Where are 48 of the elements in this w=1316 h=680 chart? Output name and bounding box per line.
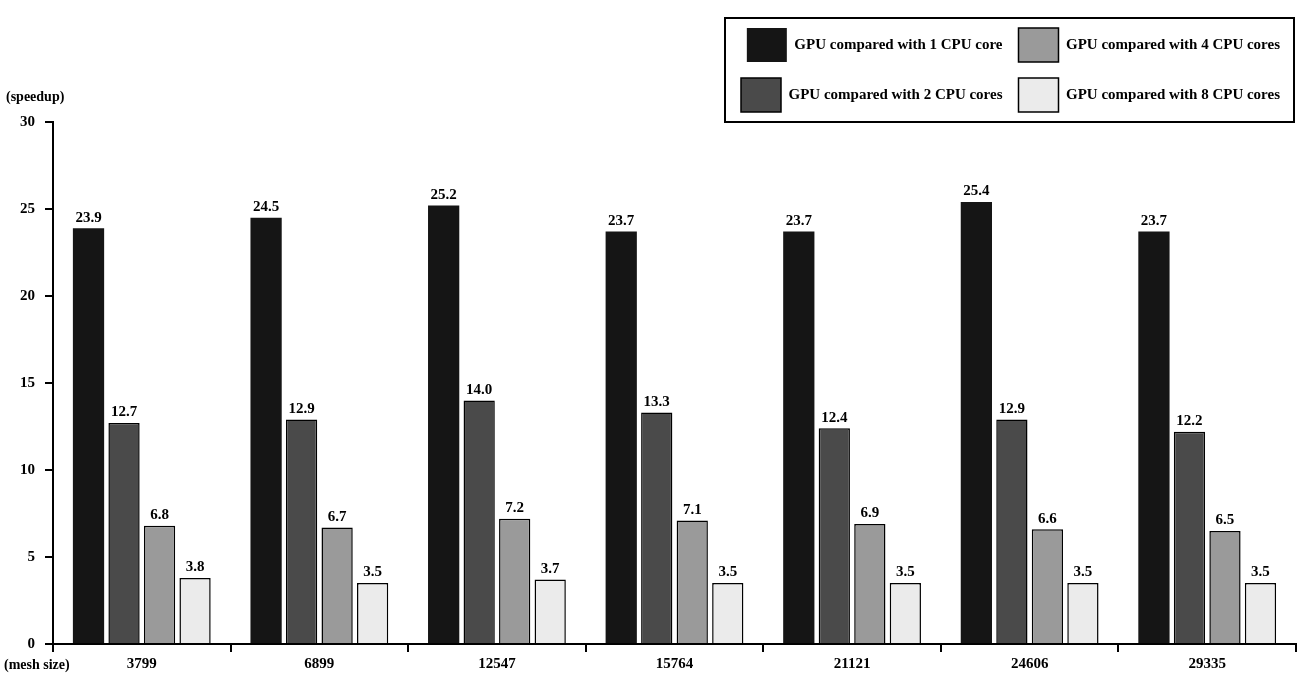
data-label: 6.9 — [860, 504, 880, 521]
x-tick-label: 12547 — [478, 654, 517, 671]
y-tick-label: 20 — [20, 286, 35, 303]
x-tick-label: 21121 — [833, 654, 871, 671]
data-label: 23.9 — [75, 208, 102, 225]
y-tick-label: 30 — [20, 112, 35, 129]
x-tick-label: 15764 — [655, 654, 694, 671]
y-tick-label: 0 — [27, 634, 35, 651]
data-label: 7.2 — [505, 499, 525, 516]
legend-label: GPU compared with 8 CPU cores — [1066, 85, 1281, 102]
data-label: 12.2 — [1176, 412, 1203, 429]
data-label: 6.8 — [150, 506, 169, 523]
legend-label: GPU compared with 2 CPU cores — [788, 85, 1003, 102]
data-label: 3.7 — [540, 559, 561, 576]
data-label: 6.5 — [1215, 511, 1235, 528]
data-label: 14.0 — [466, 380, 493, 397]
legend-label: GPU compared with 4 CPU cores — [1066, 35, 1281, 52]
data-label: 13.3 — [643, 392, 670, 409]
data-label: 23.7 — [1140, 211, 1168, 228]
data-label: 6.6 — [1038, 509, 1058, 526]
data-label: 12.7 — [110, 403, 138, 420]
data-label: 25.4 — [963, 182, 990, 199]
data-label: 23.7 — [608, 211, 635, 228]
data-label: 12.9 — [998, 399, 1026, 416]
y-axis-title: (speedup) — [6, 88, 65, 105]
data-label: 12.4 — [821, 408, 848, 425]
data-label: 3.5 — [895, 563, 915, 580]
x-tick-label: 29335 — [1188, 654, 1226, 671]
data-label: 3.8 — [185, 558, 205, 575]
data-label: 12.9 — [288, 399, 315, 416]
y-tick-label: 5 — [27, 547, 35, 564]
data-label: 7.1 — [682, 500, 702, 517]
data-label: 24.5 — [252, 198, 280, 215]
data-label: 25.2 — [430, 185, 457, 202]
x-tick-label: 24606 — [1010, 654, 1049, 671]
x-axis-title: (mesh size) — [4, 656, 71, 673]
y-tick-label: 10 — [20, 460, 35, 477]
data-label: 23.7 — [785, 211, 813, 228]
x-tick-label: 6899 — [304, 654, 335, 671]
y-tick-label: 15 — [20, 373, 35, 390]
y-tick-label: 25 — [20, 199, 35, 216]
data-label: 3.5 — [1073, 563, 1093, 580]
legend-label: GPU compared with 1 CPU core — [794, 35, 1003, 52]
data-label: 3.5 — [1251, 563, 1270, 580]
data-label: 3.5 — [718, 563, 738, 580]
data-label: 3.5 — [363, 563, 382, 580]
data-label: 6.7 — [327, 507, 347, 524]
x-tick-label: 3799 — [126, 654, 157, 671]
